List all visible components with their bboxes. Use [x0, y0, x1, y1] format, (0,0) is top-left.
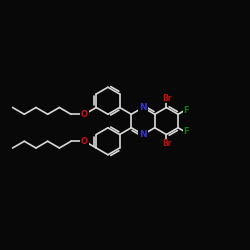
Text: F: F — [184, 127, 189, 136]
Text: N: N — [139, 130, 147, 139]
Text: F: F — [184, 106, 189, 115]
Text: Br: Br — [163, 140, 172, 148]
Text: Br: Br — [163, 94, 172, 102]
Text: O: O — [81, 110, 88, 119]
Text: N: N — [139, 103, 147, 112]
Text: O: O — [81, 137, 88, 146]
